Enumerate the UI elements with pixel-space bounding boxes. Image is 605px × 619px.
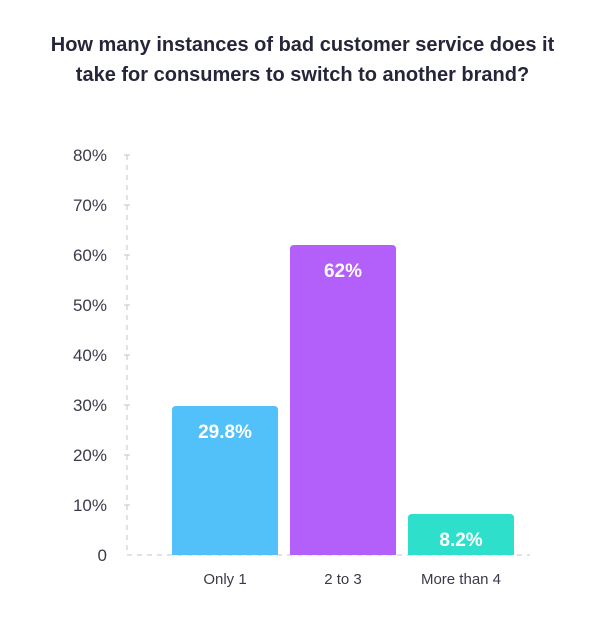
- y-tick-label: 10%: [73, 496, 107, 515]
- bar-1: [290, 245, 396, 555]
- y-tick-label: 70%: [73, 196, 107, 215]
- bar-value-label: 29.8%: [198, 422, 252, 443]
- bar-value-label: 8.2%: [439, 530, 482, 551]
- x-category-label: More than 4: [421, 571, 501, 588]
- x-category-label: Only 1: [203, 571, 246, 588]
- chart-title-line-1: How many instances of bad customer servi…: [50, 34, 555, 56]
- bar-value-label: 62%: [324, 261, 362, 282]
- y-tick-label: 80%: [73, 146, 107, 165]
- y-tick-label: 60%: [73, 246, 107, 265]
- y-tick-label: 0: [98, 546, 107, 565]
- bar-2: [408, 514, 514, 555]
- bar-0: [172, 406, 278, 555]
- y-tick-label: 20%: [73, 446, 107, 465]
- y-tick-label: 50%: [73, 296, 107, 315]
- chart-title-line-2: take for consumers to switch to another …: [75, 64, 530, 86]
- x-category-label: 2 to 3: [324, 571, 362, 588]
- chart-title: How many instances of bad customer servi…: [0, 30, 605, 90]
- y-tick-label: 40%: [73, 346, 107, 365]
- y-tick-label: 30%: [73, 396, 107, 415]
